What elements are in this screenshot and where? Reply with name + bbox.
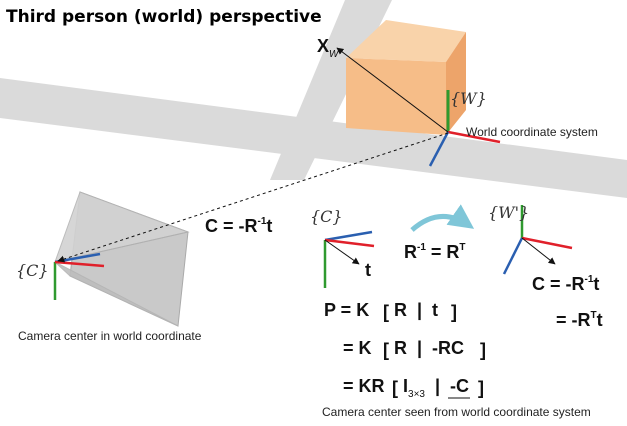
camera-frame-label: {C} xyxy=(16,261,49,280)
small-camera-axis-z xyxy=(324,230,373,242)
world-frame-axes xyxy=(428,90,501,167)
projection-line-2-bracket-open: [ xyxy=(383,340,389,360)
world-point-subscript: W xyxy=(329,49,340,60)
box-side-face xyxy=(446,32,466,135)
camera-axis-x xyxy=(54,260,105,268)
projection-line-2-prefix: = K xyxy=(343,338,372,358)
world-axis-x xyxy=(447,130,501,144)
derivation-line-2: = -RTt xyxy=(556,310,603,330)
rotation-curve-arrow xyxy=(410,204,475,232)
center-equation: C = -R-1t xyxy=(205,216,272,236)
projection-line-3-body: I3×3 | -C xyxy=(403,376,469,400)
projection-line-2-inner: R | -RC xyxy=(394,338,464,358)
projection-line-1-prefix: P = K xyxy=(324,300,369,320)
world-point-label: XW xyxy=(317,36,340,60)
projection-line-3-bracket-open: [ xyxy=(392,378,398,398)
world-frame-label: {W} xyxy=(450,89,487,108)
small-camera-label: {C} xyxy=(310,207,343,226)
camera-center-vector xyxy=(57,132,449,263)
center-equation-sup: -1 xyxy=(258,216,267,227)
world-box xyxy=(346,20,466,135)
projection-line-2-bracket-close: ] xyxy=(480,340,486,360)
rotation-identity: R-1 = RT xyxy=(404,242,466,262)
projection-line-3-bracket-close: ] xyxy=(478,378,484,398)
world-axis-z xyxy=(428,131,450,167)
world-frame-caption: World coordinate system xyxy=(466,125,598,139)
small-camera-frame xyxy=(323,230,375,288)
derivation-line-1: C = -R-1t xyxy=(532,274,599,294)
camera-caption: Camera center in world coordinate xyxy=(18,329,202,343)
projection-line-1-bracket-close: ] xyxy=(451,302,457,322)
box-top-face xyxy=(346,20,466,62)
rotated-world-frame xyxy=(502,205,573,275)
projection-line-1-inner: R | t xyxy=(394,300,438,320)
world-point-vector xyxy=(336,47,449,133)
projection-identity-subscript: 3×3 xyxy=(408,389,425,400)
small-camera-t-vector xyxy=(324,239,360,265)
footnote-caption: Camera center seen from world coordinate… xyxy=(322,405,591,419)
projection-line-3-prefix: = KR xyxy=(343,376,385,396)
camera-frustum xyxy=(54,191,190,327)
page-title: Third person (world) perspective xyxy=(6,7,322,27)
rotated-axis-z xyxy=(502,237,524,275)
rotated-vector xyxy=(521,237,556,265)
small-camera-t-label: t xyxy=(365,260,371,280)
box-front-face xyxy=(346,58,446,135)
rotated-axis-x xyxy=(521,236,573,250)
projection-derivation: P = K [ R | t ] = K [ R | -RC ] = KR [ I… xyxy=(324,300,486,400)
small-camera-axis-x xyxy=(324,238,375,248)
rotated-frame-label: {W'} xyxy=(488,203,529,222)
frustum-side-lower xyxy=(54,261,179,327)
projection-line-1-bracket-open: [ xyxy=(383,302,389,322)
